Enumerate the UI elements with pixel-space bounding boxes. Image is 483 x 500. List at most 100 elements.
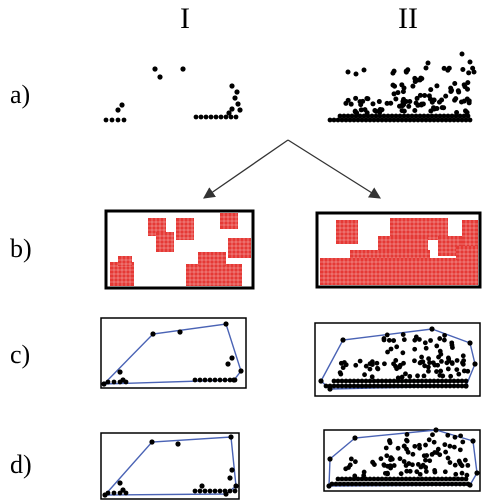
data-point <box>419 354 424 360</box>
column-header-2: II <box>398 2 418 35</box>
data-point <box>446 358 452 364</box>
data-point <box>121 117 127 123</box>
data-point <box>434 83 440 89</box>
data-point <box>355 378 361 384</box>
data-point <box>426 364 431 370</box>
data-point <box>180 66 186 72</box>
data-point <box>401 337 407 343</box>
data-point <box>341 481 347 487</box>
data-point <box>432 469 438 475</box>
data-point <box>202 377 208 383</box>
data-point <box>403 476 409 482</box>
data-point <box>417 481 423 487</box>
data-point <box>401 96 407 102</box>
convex-hull <box>102 323 242 385</box>
data-point <box>439 117 445 123</box>
data-point <box>465 462 471 468</box>
data-point <box>363 117 369 123</box>
data-point <box>383 383 389 389</box>
data-point <box>436 99 442 105</box>
data-point <box>395 476 401 482</box>
data-point <box>111 379 117 385</box>
row-label-b: b) <box>10 234 32 263</box>
data-point <box>428 108 434 114</box>
data-point <box>232 95 238 101</box>
data-point <box>415 476 421 482</box>
data-point <box>423 469 429 474</box>
data-point <box>207 377 213 383</box>
data-point <box>218 114 224 120</box>
data-point <box>445 432 451 438</box>
hull-vertex <box>150 331 156 337</box>
data-point <box>361 473 367 478</box>
data-point <box>335 378 341 384</box>
data-point <box>115 107 121 113</box>
data-point <box>437 113 443 119</box>
data-point <box>460 360 465 366</box>
data-point <box>357 113 363 119</box>
data-point <box>435 117 441 123</box>
data-point <box>381 481 387 487</box>
data-point <box>375 383 381 389</box>
arrow-to-column-1 <box>203 139 289 199</box>
data-point <box>455 88 461 94</box>
data-point <box>363 383 369 389</box>
data-point <box>363 476 369 482</box>
data-point <box>377 481 383 487</box>
data-point <box>353 362 359 368</box>
data-point <box>459 378 465 384</box>
data-point <box>404 438 410 444</box>
data-point <box>419 378 425 384</box>
data-point <box>175 441 181 447</box>
data-point <box>363 363 369 369</box>
data-point <box>447 117 453 123</box>
data-point <box>451 117 457 123</box>
data-point <box>399 117 405 123</box>
data-point <box>397 481 403 487</box>
data-point <box>384 332 390 338</box>
data-point <box>381 462 387 468</box>
data-point <box>395 445 401 451</box>
data-point <box>463 378 469 384</box>
data-point <box>439 378 445 384</box>
data-point <box>360 98 366 104</box>
data-point <box>384 453 390 459</box>
data-point <box>457 481 463 487</box>
data-point <box>413 113 419 119</box>
data-point <box>460 67 466 73</box>
data-point <box>198 114 204 120</box>
data-point <box>419 383 425 389</box>
data-point <box>400 350 406 356</box>
data-point <box>442 469 448 475</box>
data-point <box>387 463 393 469</box>
data-point <box>376 99 382 105</box>
data-point <box>452 81 458 87</box>
data-point <box>427 458 433 464</box>
data-point <box>367 476 373 482</box>
data-point <box>441 337 447 343</box>
data-point <box>411 117 417 123</box>
data-point <box>217 488 223 494</box>
data-point <box>411 378 417 384</box>
data-point <box>369 374 375 380</box>
hull-vertex <box>470 438 476 444</box>
data-point <box>400 332 406 337</box>
data-point <box>465 481 471 487</box>
data-point <box>339 117 345 123</box>
data-point <box>412 107 418 113</box>
data-point <box>403 69 409 75</box>
data-point <box>410 83 416 89</box>
data-point <box>431 117 437 123</box>
data-point <box>467 117 473 123</box>
data-point <box>392 83 398 89</box>
data-point <box>229 106 235 112</box>
data-point <box>207 488 213 494</box>
data-point <box>386 337 392 343</box>
data-point <box>407 373 413 379</box>
panel-c-column-1-hull <box>100 317 247 389</box>
data-point <box>323 383 329 389</box>
data-point <box>445 455 451 461</box>
data-point <box>435 476 441 482</box>
data-point <box>431 476 437 482</box>
data-point <box>349 481 355 487</box>
